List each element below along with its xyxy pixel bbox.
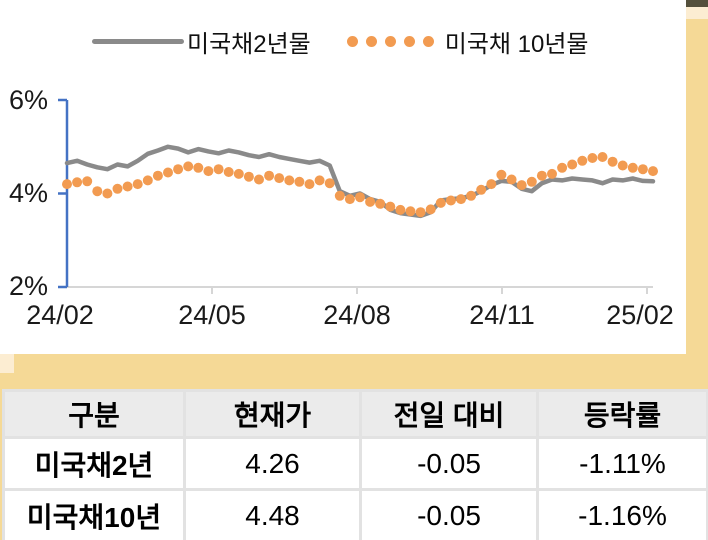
price-10yr: 4.48 xyxy=(183,488,362,540)
table-header-row: 구분 현재가 전일 대비 등락률 xyxy=(2,389,708,439)
col-header-price: 현재가 xyxy=(183,389,362,439)
right-cream-accent xyxy=(686,7,708,19)
x-axis-tick-label: 24/08 xyxy=(323,300,391,330)
change-pct-10yr: -1.16% xyxy=(536,488,708,540)
change-pct-2yr: -1.11% xyxy=(536,436,708,491)
legend-label-2yr: 미국채2년물 xyxy=(187,30,311,58)
bond-summary-table: 구분 현재가 전일 대비 등락률 미국채2년 4.26 -0.05 -1.11%… xyxy=(2,389,708,540)
legend-dots-sample-10yr xyxy=(346,35,442,47)
chart-legend: 미국채2년물 미국채 10년물 xyxy=(92,28,589,58)
orange-dot-icon xyxy=(422,35,434,47)
left-cream-accent xyxy=(0,354,14,373)
x-axis-tick-label: 25/02 xyxy=(606,300,674,330)
price-2yr: 4.26 xyxy=(183,436,362,491)
chart-card: 미국채2년물 미국채 10년물 6% 4% 2% 24/02 24/05 24/… xyxy=(0,0,686,354)
row-label-10yr: 미국채10년 xyxy=(2,488,186,540)
col-header-category: 구분 xyxy=(2,389,186,439)
orange-dot-icon xyxy=(365,35,377,47)
change-10yr: -0.05 xyxy=(359,488,539,540)
x-axis-tick-label: 24/02 xyxy=(26,300,94,330)
orange-dot-icon xyxy=(384,35,396,47)
table-row: 미국채2년 4.26 -0.05 -1.11% xyxy=(2,436,708,491)
legend-label-10yr: 미국채 10년물 xyxy=(444,30,589,58)
x-axis-tick-label: 24/05 xyxy=(178,300,246,330)
orange-dot-icon xyxy=(403,35,415,47)
col-header-change: 전일 대비 xyxy=(359,389,539,439)
table-row: 미국채10년 4.48 -0.05 -1.16% xyxy=(2,488,708,540)
y-axis-tick-label: 4% xyxy=(8,178,48,208)
x-axis-tick-label: 24/11 xyxy=(469,300,535,330)
y-axis-tick-label: 2% xyxy=(8,271,48,301)
row-label-2yr: 미국채2년 xyxy=(2,436,186,491)
orange-dot-icon xyxy=(346,35,358,47)
top-right-accent-bar xyxy=(686,0,708,7)
y-axis-tick-label: 6% xyxy=(8,85,48,115)
col-header-change-pct: 등락률 xyxy=(536,389,708,439)
change-2yr: -0.05 xyxy=(359,436,539,491)
legend-line-sample-2yr xyxy=(92,38,184,44)
yield-line-chart xyxy=(58,98,658,294)
